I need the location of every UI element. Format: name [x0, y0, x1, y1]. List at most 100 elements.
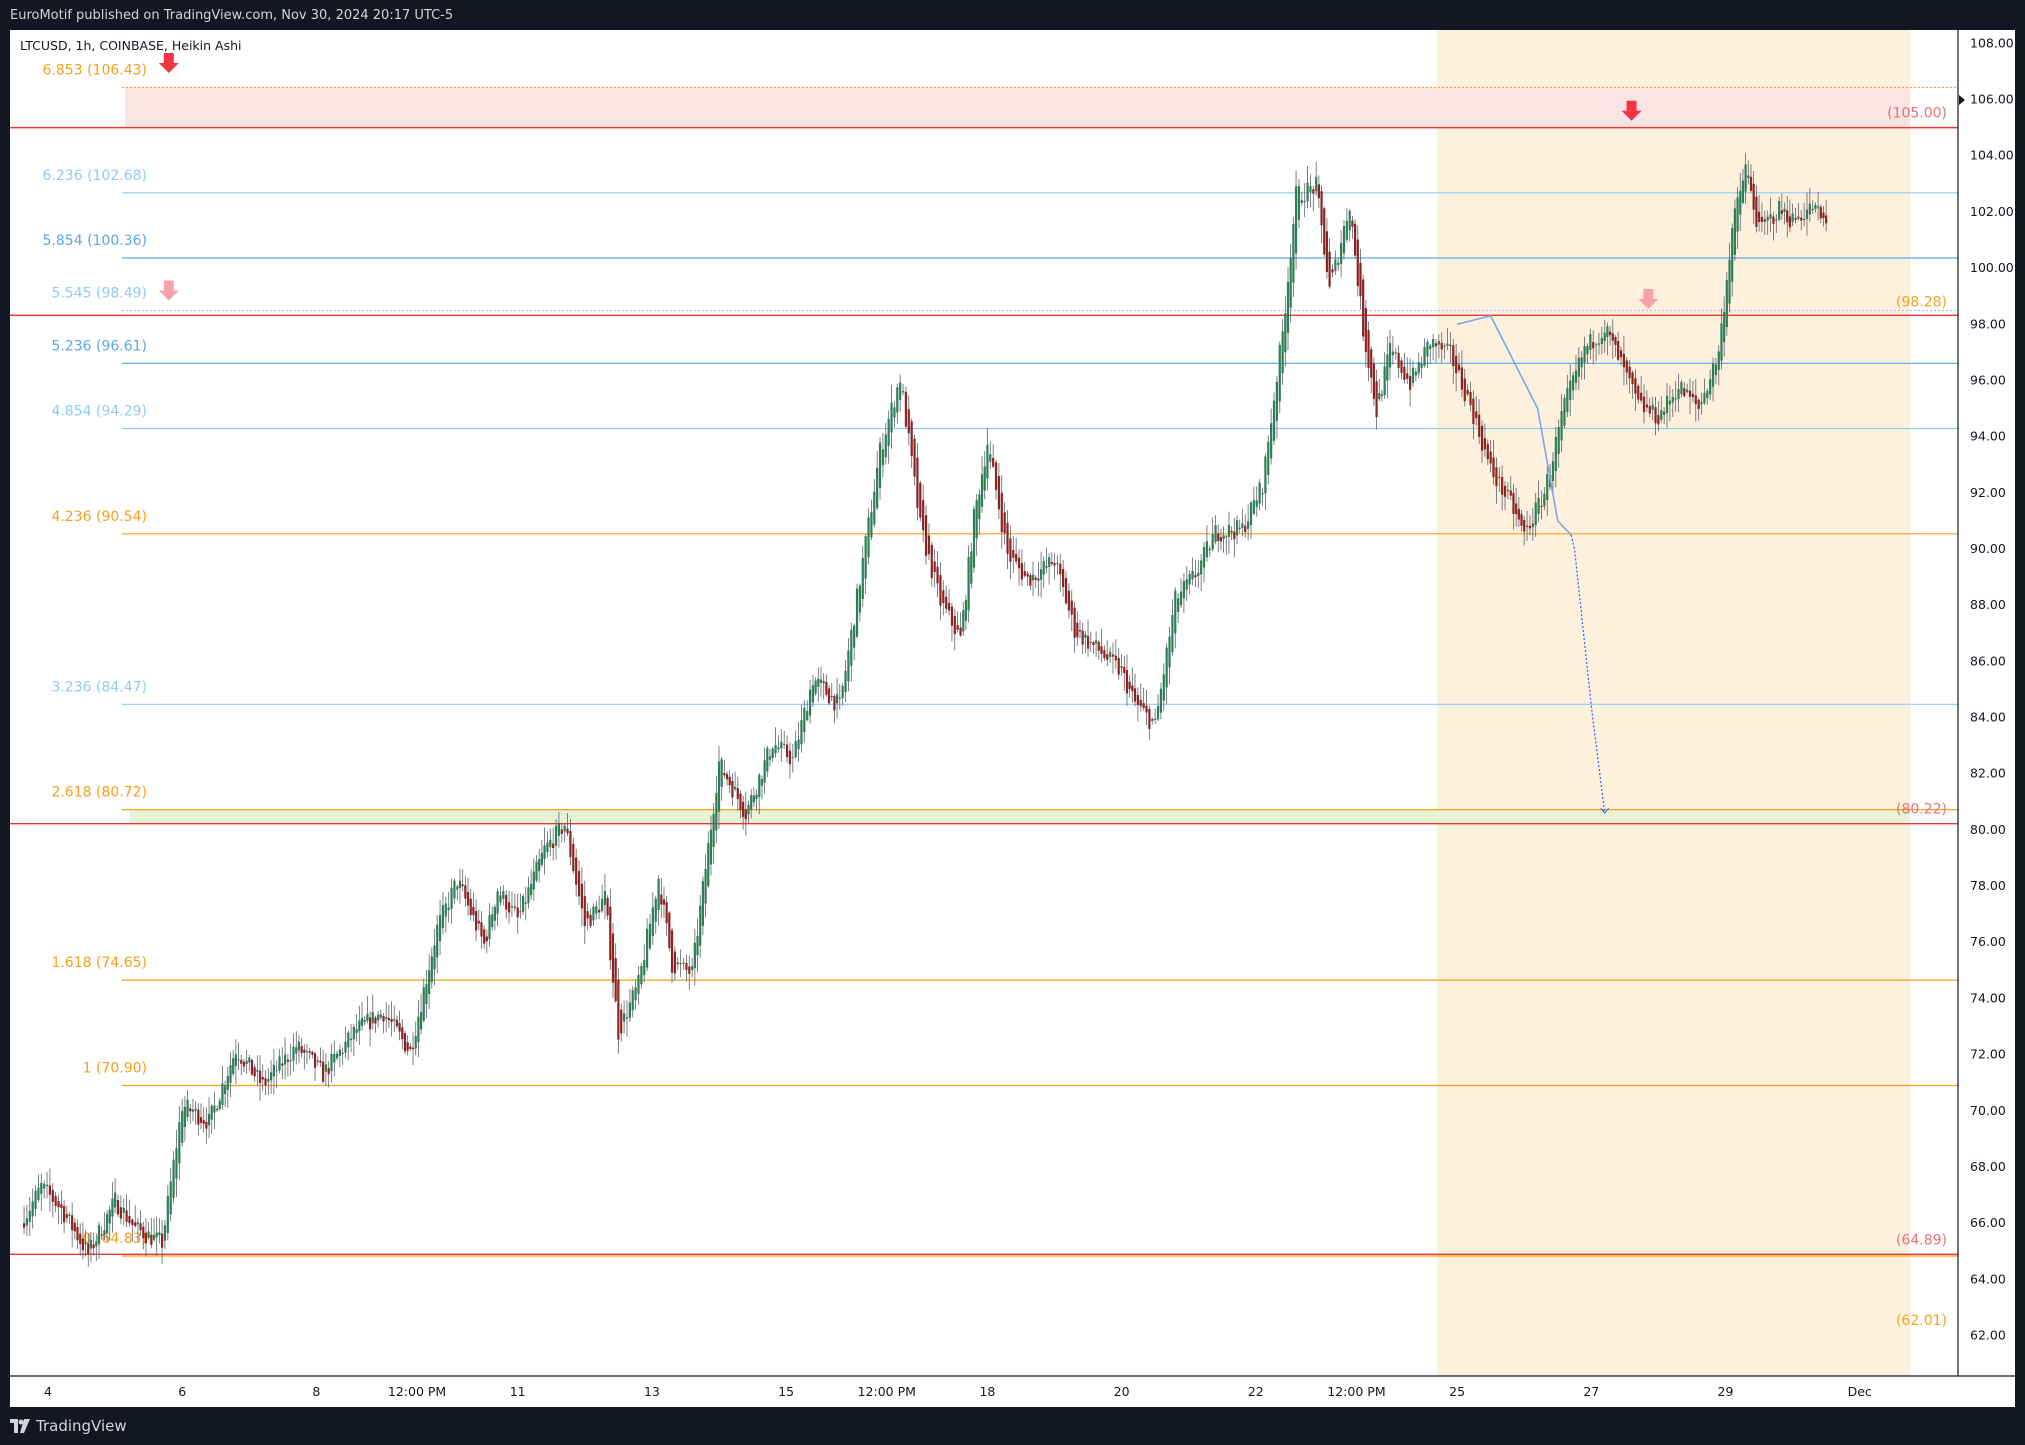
candle: [1034, 575, 1037, 588]
candle: [540, 839, 543, 868]
candle-body: [232, 1058, 235, 1074]
candle-body: [92, 1244, 95, 1249]
candle-body: [734, 786, 737, 790]
candle: [1230, 526, 1233, 540]
candle: [499, 886, 502, 906]
candle-body: [1411, 367, 1415, 383]
candle: [1165, 643, 1168, 705]
candle: [1592, 330, 1595, 365]
candle-body: [441, 905, 445, 929]
candle-body: [907, 409, 910, 434]
candle-body: [428, 970, 431, 995]
candle-body: [256, 1069, 259, 1072]
candle: [202, 1107, 205, 1133]
candle-body: [229, 1065, 232, 1083]
candle: [1340, 230, 1343, 278]
candle: [270, 1060, 273, 1095]
candle-body: [1292, 224, 1295, 283]
candle: [1534, 492, 1537, 538]
candle-body: [1449, 344, 1452, 347]
candle-body: [150, 1234, 153, 1245]
candle-body: [1797, 216, 1800, 219]
y-tick-label: 96.00: [1970, 372, 2006, 387]
candle-body: [956, 625, 959, 630]
candle: [73, 1218, 76, 1240]
candle: [327, 1061, 330, 1088]
candle: [1053, 553, 1056, 580]
y-tick-label: 100.00: [1970, 260, 2014, 275]
candle: [1569, 364, 1572, 417]
candle-body: [160, 1233, 164, 1248]
candle-body: [1205, 541, 1209, 558]
candle: [962, 601, 965, 636]
price-scale: [1958, 30, 2015, 1407]
candle-body: [554, 825, 558, 846]
candle-body: [1786, 210, 1789, 223]
candle-body: [1386, 354, 1389, 381]
chart-panel[interactable]: LTCUSD, 1h, COINBASE, Heikin Ashi 6.853 …: [10, 30, 2015, 1407]
candle-body: [172, 1159, 175, 1198]
candle-body: [510, 905, 514, 908]
candle: [419, 993, 423, 1035]
candle: [970, 542, 973, 589]
candle-body: [1597, 343, 1601, 345]
candle: [43, 1180, 46, 1199]
candle: [313, 1051, 317, 1081]
candle-body: [237, 1059, 240, 1061]
candle: [611, 923, 615, 999]
candle-body: [532, 871, 535, 890]
candle-body: [725, 774, 729, 780]
candle-body: [876, 467, 879, 509]
candle-body: [499, 895, 502, 903]
publish-header: EuroMotif published on TradingView.com, …: [0, 0, 2025, 30]
candle-body: [830, 695, 833, 697]
candle: [1067, 583, 1070, 619]
candle-body: [166, 1195, 169, 1233]
candle: [560, 823, 563, 843]
candle-body: [447, 907, 450, 911]
candle-body: [1114, 655, 1117, 661]
candle: [289, 1043, 292, 1076]
candle-body: [300, 1046, 303, 1054]
candle-body: [344, 1041, 347, 1053]
candle-body: [1020, 563, 1024, 580]
candle-body: [1506, 489, 1510, 492]
candle-body: [953, 616, 956, 635]
candle-body: [1554, 436, 1557, 472]
scale-pointer-icon: [1959, 95, 1965, 105]
price-chart[interactable]: 6.853 (106.43) 6.236 (102.68) 5.854 (100.3…: [10, 30, 2015, 1407]
candle: [349, 1023, 353, 1053]
candle-body: [289, 1060, 292, 1062]
candle-body: [1275, 381, 1278, 421]
candle: [950, 602, 954, 642]
candle: [1642, 384, 1646, 424]
candle-body: [1367, 329, 1370, 369]
candle-body: [395, 1019, 399, 1027]
candle-body: [540, 852, 543, 866]
candle: [1525, 511, 1529, 541]
candle-body: [79, 1233, 82, 1244]
candle: [311, 1050, 314, 1059]
fib-level-label: 6.236 (102.68): [43, 168, 147, 184]
candle: [752, 787, 755, 807]
candle: [580, 867, 584, 926]
candle-body: [1478, 414, 1481, 437]
candle-body: [1070, 600, 1073, 615]
candle: [295, 1031, 298, 1065]
candle-body: [1691, 393, 1695, 398]
x-tick-label: 13: [644, 1384, 660, 1399]
candle: [1426, 339, 1429, 369]
candle: [1600, 326, 1603, 355]
candle-body: [827, 688, 831, 704]
candle-body: [286, 1059, 289, 1062]
candle: [964, 594, 968, 630]
candle-body: [1356, 239, 1359, 287]
candle-body: [73, 1222, 76, 1232]
candle-body: [242, 1061, 246, 1067]
candle: [358, 1005, 361, 1045]
candle-body: [1084, 634, 1087, 638]
candle-body: [105, 1214, 109, 1233]
candle-body: [205, 1121, 208, 1129]
candle-body: [673, 951, 677, 974]
candle: [980, 456, 984, 513]
